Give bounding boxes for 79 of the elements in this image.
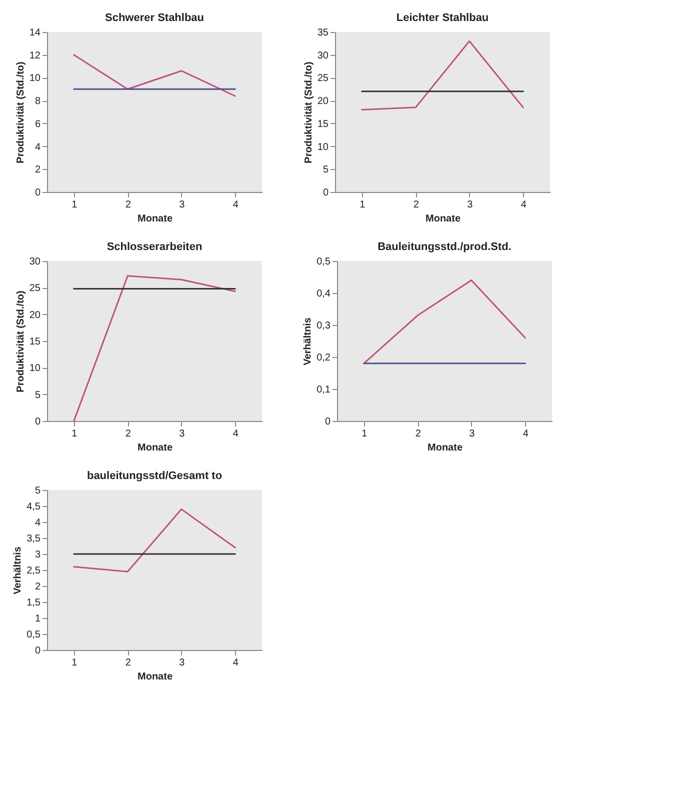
y-tick-label: 0,1: [316, 384, 331, 396]
y-tick-label: 2: [34, 582, 41, 592]
y-axis-title: Verhältnis: [12, 546, 24, 594]
y-tick-label: 4: [34, 518, 41, 528]
line-series: [363, 279, 526, 364]
x-tick-label: 4: [522, 428, 529, 440]
y-tick-label: 4,5: [26, 502, 41, 512]
y-tick-label: 10: [317, 142, 329, 153]
y-tick-label: 0: [322, 188, 329, 198]
y-axis-title: Produktivität (Std./to): [303, 62, 314, 164]
y-tick-label: 15: [29, 336, 41, 348]
x-tick-label: 3: [179, 428, 186, 440]
x-tick-label: 1: [360, 200, 366, 210]
x-tick-label: 4: [232, 658, 239, 668]
chart-title: Bauleitungsstd./prod.Std.: [378, 241, 512, 253]
chart-title: Leichter Stahlbau: [396, 12, 489, 24]
x-tick-label: 2: [125, 200, 132, 210]
y-tick-label: 1,5: [26, 598, 41, 608]
y-tick-label: 8: [34, 96, 41, 108]
x-tick-label: 2: [413, 200, 420, 210]
y-tick-label: 30: [317, 50, 329, 62]
x-axis-title: Monate: [426, 214, 461, 224]
y-tick-label: 0: [34, 646, 41, 656]
y-tick-label: 1: [34, 614, 41, 624]
chart-title: Schwerer Stahlbau: [104, 12, 204, 24]
y-axis-title: Produktivität (Std./to): [15, 290, 26, 392]
x-tick-label: 3: [179, 200, 186, 210]
x-tick-label: 4: [232, 200, 239, 210]
chart-title: bauleitungsstd/Gesamt to: [86, 470, 222, 482]
y-tick-label: 10: [29, 363, 41, 374]
y-tick-label: 12: [29, 50, 41, 62]
y-tick-label: 15: [317, 118, 329, 130]
y-tick-label: 20: [29, 310, 41, 321]
y-tick-label: 4: [34, 142, 41, 153]
y-tick-label: 0,3: [316, 320, 331, 332]
y-tick-label: 10: [29, 73, 41, 84]
y-tick-label: 0,5: [26, 630, 41, 640]
y-tick-label: 25: [29, 283, 41, 294]
y-tick-label: 5: [34, 486, 41, 496]
y-tick-label: 3,5: [26, 534, 41, 544]
x-tick-label: 4: [232, 428, 239, 440]
x-tick-label: 1: [72, 658, 78, 668]
y-tick-label: 5: [322, 164, 329, 176]
x-tick-label: 3: [467, 200, 474, 210]
x-tick-label: 2: [125, 428, 132, 440]
y-tick-label: 0: [34, 416, 41, 428]
x-tick-label: 4: [520, 200, 527, 210]
line-series: [73, 54, 236, 97]
y-tick-label: 0,4: [316, 288, 331, 300]
y-tick-label: 0,5: [316, 256, 331, 268]
y-tick-label: 20: [317, 96, 329, 108]
x-tick-label: 1: [362, 428, 368, 440]
x-tick-label: 3: [469, 428, 476, 440]
y-tick-label: 14: [29, 28, 41, 38]
x-tick-label: 1: [72, 428, 78, 440]
y-tick-label: 35: [317, 28, 329, 38]
line-series: [73, 508, 236, 572]
x-axis-title: Monate: [138, 442, 173, 454]
y-tick-label: 0,2: [316, 352, 331, 364]
x-tick-label: 2: [415, 428, 422, 440]
x-axis-title: Monate: [428, 442, 463, 454]
chart-title: Schlosserarbeiten: [106, 241, 202, 253]
x-tick-label: 2: [125, 658, 132, 668]
y-axis-title: Verhältnis: [302, 317, 314, 366]
y-axis-title: Produktivität (Std./to): [15, 62, 26, 164]
y-tick-label: 0: [34, 188, 41, 198]
x-tick-label: 1: [72, 200, 78, 210]
y-tick-label: 2,5: [26, 566, 41, 576]
y-tick-label: 0: [324, 416, 331, 428]
x-tick-label: 3: [179, 658, 186, 668]
y-tick-label: 5: [34, 390, 41, 401]
x-axis-title: Monate: [138, 672, 173, 682]
x-axis-title: Monate: [138, 214, 173, 224]
line-series: [73, 275, 236, 422]
y-tick-label: 3: [34, 550, 41, 560]
y-tick-label: 25: [317, 73, 329, 84]
y-tick-label: 6: [34, 118, 41, 130]
y-tick-label: 30: [29, 256, 41, 268]
y-tick-label: 2: [34, 164, 41, 176]
